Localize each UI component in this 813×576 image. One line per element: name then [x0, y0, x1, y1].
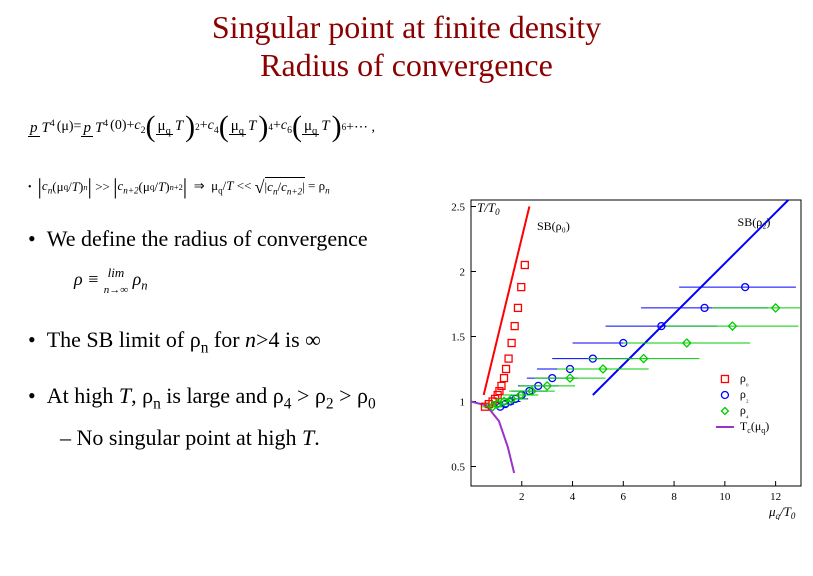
svg-text:ρ₄: ρ₄ — [740, 403, 749, 419]
bullet-define-radius-text: We define the radius of convergence — [47, 226, 368, 251]
bullet-sb-limit: • The SB limit of ρn for n>4 is ∞ — [28, 325, 428, 359]
svg-text:T/T0: T/T0 — [477, 200, 500, 217]
svg-text:2: 2 — [519, 491, 525, 503]
svg-text:SB(ρ₀): SB(ρ₀) — [537, 219, 570, 233]
svg-text:2.5: 2.5 — [451, 202, 465, 214]
svg-text:1.5: 1.5 — [451, 332, 465, 344]
bullet-high-t: • At high T, ρn is large and ρ4 > ρ2 > ρ… — [28, 381, 428, 415]
svg-text:8: 8 — [671, 491, 677, 503]
svg-text:12: 12 — [770, 491, 781, 503]
svg-text:SB(ρ₂): SB(ρ₂) — [738, 215, 771, 229]
svg-text:2: 2 — [460, 267, 466, 279]
svg-text:ρ₂: ρ₂ — [740, 387, 749, 403]
equation-limit-def: ρ ≡ limn→∞ ρn — [74, 265, 428, 297]
title-line-1: Singular point at finite density — [212, 9, 601, 45]
slide-title: Singular point at finite density Radius … — [0, 0, 813, 85]
content-column: pT4 (μ)= pT4 (0)+c2 (μqT)2 +c4 (μqT)4 +c… — [28, 110, 428, 451]
equation-ratio-condition: • |cn(μq/T)n| >> |cn+2(μq/T)n+2| ⇒ μq/T … — [28, 174, 428, 200]
svg-text:Tc(μq): Tc(μq) — [740, 419, 769, 435]
convergence-chart: 2 4 6 8 10 12 0.5 1 1.5 2 2.5 μq/T0 T/T0 SB(ρ₀) SB(ρ₂)… — [429, 190, 809, 520]
bullet-define-radius: • We define the radius of convergence — [28, 224, 428, 255]
svg-text:μq/T0: μq/T0 — [768, 504, 796, 520]
svg-text:1: 1 — [460, 397, 466, 409]
svg-text:10: 10 — [719, 491, 731, 503]
equation-expansion: pT4 (μ)= pT4 (0)+c2 (μqT)2 +c4 (μqT)4 +c… — [28, 110, 428, 144]
svg-text:6: 6 — [621, 491, 627, 503]
svg-text:0.5: 0.5 — [451, 462, 465, 474]
svg-text:4: 4 — [570, 491, 576, 503]
sub-bullet-no-singular: – No singular point at high T. — [60, 425, 428, 451]
title-line-2: Radius of convergence — [260, 47, 553, 83]
svg-text:ρ₀: ρ₀ — [740, 371, 749, 387]
bullet-dot-icon: • — [28, 182, 32, 193]
